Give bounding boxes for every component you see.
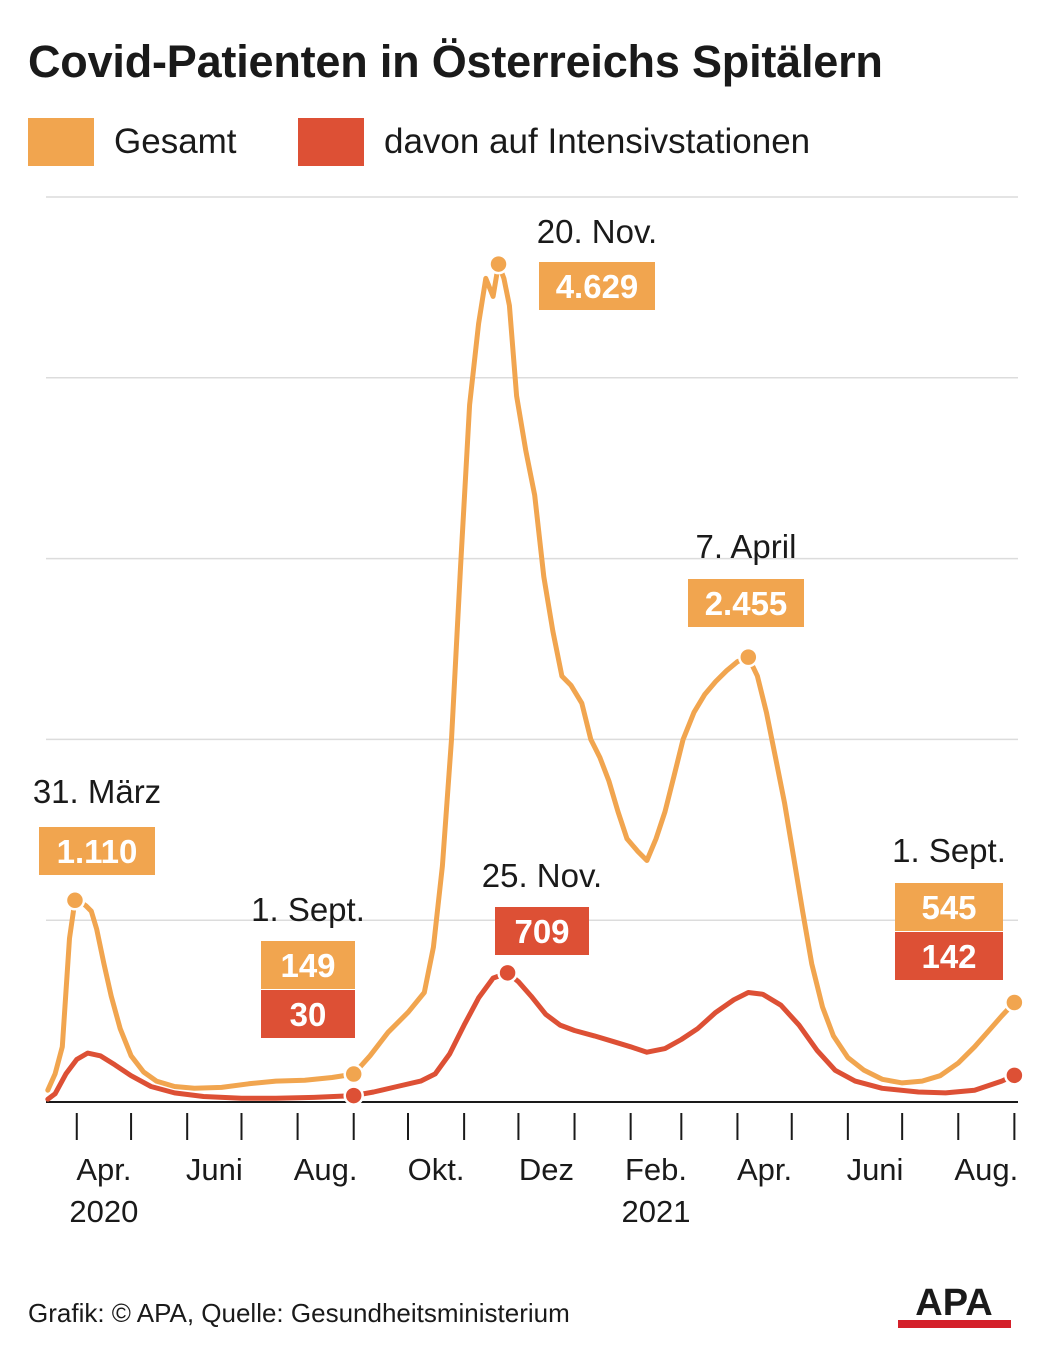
annotation-marker xyxy=(1004,1065,1025,1086)
legend-swatch-gesamt xyxy=(28,118,94,166)
annotation-date-label: 25. Nov. xyxy=(482,857,602,894)
series-line-intensiv xyxy=(45,970,1017,1102)
chart-title: Covid-Patienten in Österreichs Spitälern xyxy=(28,36,883,87)
x-year-label: 2020 xyxy=(69,1194,138,1229)
annotation-value-label: 545 xyxy=(921,889,976,926)
series-line-gesamt xyxy=(45,261,1017,1093)
x-year-label: 2021 xyxy=(622,1194,691,1229)
annotation-marker xyxy=(738,646,759,668)
legend-item-gesamt: Gesamt xyxy=(28,118,237,166)
annotation-value-box xyxy=(688,579,804,627)
x-tick-label: Okt. xyxy=(408,1152,465,1187)
annotation-marker xyxy=(343,1063,364,1085)
annotation-value-label: 142 xyxy=(921,938,976,975)
line-chart: Apr. 2020 Juni Aug. Okt. Dez Feb. 2021 Apr. Juni A… xyxy=(33,196,1025,1229)
x-tick-label: Juni xyxy=(847,1152,904,1187)
annotation-date-label: 31. März xyxy=(33,773,161,810)
annotation-value-box xyxy=(539,262,655,310)
annotation-value-box xyxy=(895,883,1003,931)
x-tick-label: Apr. xyxy=(737,1152,792,1187)
annotation-value-label: 30 xyxy=(290,996,327,1033)
annotation-value-label: 709 xyxy=(514,913,569,950)
annotation-date-label: 20. Nov. xyxy=(537,213,657,250)
apa-logo: APA xyxy=(898,1282,1011,1328)
annotation-marker xyxy=(488,253,509,275)
annotation-value-box xyxy=(895,932,1003,980)
annotation-value-label: 1.110 xyxy=(57,833,138,870)
legend-label-intensiv: davon auf Intensivstationen xyxy=(384,122,811,161)
annotation-marker xyxy=(1004,992,1025,1013)
x-tick-label: Feb. xyxy=(625,1152,687,1187)
annotation-marker xyxy=(64,890,86,911)
annotation-value-label: 4.629 xyxy=(556,268,639,305)
x-tick-label: Dez xyxy=(519,1152,574,1187)
annotation-value-label: 149 xyxy=(280,947,335,984)
annotation-date-label: 1. Sept. xyxy=(892,832,1006,869)
x-tick-label: Juni xyxy=(186,1152,243,1187)
annotation-value-label: 2.455 xyxy=(705,585,788,622)
annotation-value-box xyxy=(39,827,155,875)
annotation-value-box xyxy=(261,990,355,1038)
annotation-date-label: 7. April xyxy=(696,528,797,565)
legend-item-intensiv: davon auf Intensivstationen xyxy=(298,118,810,166)
apa-logo-text: APA xyxy=(915,1282,992,1324)
x-tick-label: Aug. xyxy=(954,1152,1018,1187)
annotation-value-box xyxy=(261,941,355,989)
source-credit: Grafik: © APA, Quelle: Gesundheitsminist… xyxy=(28,1298,570,1328)
annotation-date-label: 1. Sept. xyxy=(251,891,365,928)
annotation-value-box xyxy=(495,907,589,955)
x-tick-label: Apr. xyxy=(76,1152,131,1187)
annotation-marker xyxy=(497,962,518,984)
legend-label-gesamt: Gesamt xyxy=(114,122,237,161)
annotation-marker xyxy=(343,1085,364,1106)
apa-logo-bar xyxy=(898,1320,1011,1328)
legend-swatch-intensiv xyxy=(298,118,364,166)
x-tick-label: Aug. xyxy=(294,1152,358,1187)
